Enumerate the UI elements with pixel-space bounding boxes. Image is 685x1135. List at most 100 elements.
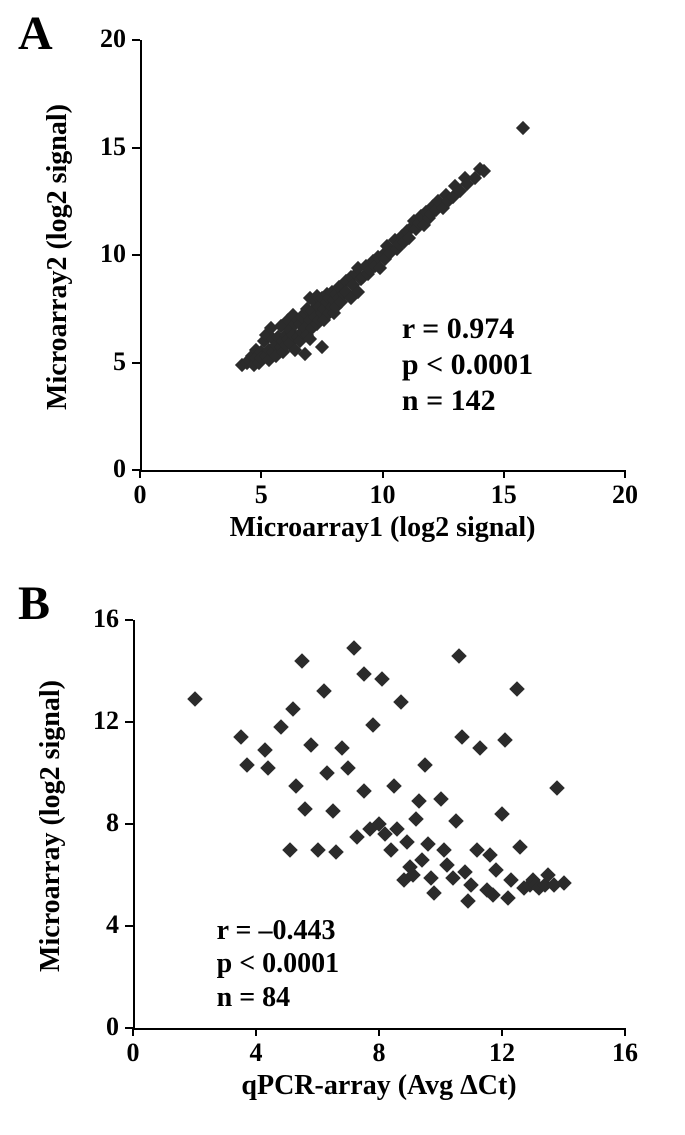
y-axis <box>140 40 142 472</box>
data-point <box>297 801 313 817</box>
data-point <box>233 730 249 746</box>
y-tick-label: 8 <box>69 808 119 838</box>
stats-line: r = –0.443 <box>217 914 340 948</box>
x-tick <box>501 1028 503 1036</box>
y-tick <box>132 254 140 256</box>
x-axis-title: qPCR-array (Avg ΔCt) <box>133 1070 625 1102</box>
data-point <box>340 760 356 776</box>
data-point <box>356 666 372 682</box>
data-point <box>328 844 344 860</box>
data-point <box>451 648 467 664</box>
data-point <box>510 681 526 697</box>
x-tick <box>139 470 141 478</box>
stats-block: r = 0.974p < 0.0001n = 142 <box>402 311 533 419</box>
x-tick <box>378 1028 380 1036</box>
x-tick-label: 8 <box>359 1038 399 1068</box>
data-point <box>347 640 363 656</box>
data-point <box>315 340 329 354</box>
y-tick <box>125 721 133 723</box>
data-point <box>448 814 464 830</box>
data-point <box>420 837 436 853</box>
y-tick-label: 10 <box>76 239 126 269</box>
data-point <box>500 890 516 906</box>
data-point <box>288 778 304 794</box>
stats-block: r = –0.443p < 0.0001n = 84 <box>217 914 340 1015</box>
data-point <box>374 671 390 687</box>
x-tick-label: 10 <box>363 480 403 510</box>
y-axis <box>133 620 135 1030</box>
stats-line: n = 84 <box>217 981 340 1015</box>
y-tick <box>132 39 140 41</box>
x-tick-label: 5 <box>241 480 281 510</box>
data-point <box>488 862 504 878</box>
x-tick <box>260 470 262 478</box>
data-point <box>316 684 332 700</box>
data-point <box>454 730 470 746</box>
x-tick-label: 0 <box>120 480 160 510</box>
y-axis-title: Microarray (log2 signal) <box>35 622 67 1030</box>
y-tick <box>125 1027 133 1029</box>
data-point <box>365 717 381 733</box>
x-tick-label: 20 <box>605 480 645 510</box>
x-tick-label: 16 <box>605 1038 645 1068</box>
data-point <box>408 811 424 827</box>
x-tick-label: 15 <box>484 480 524 510</box>
plot-area-b: 04812160481216qPCR-array (Avg ΔCt)Microa… <box>133 620 625 1028</box>
stats-line: r = 0.974 <box>402 311 533 347</box>
x-axis-title: Microarray1 (log2 signal) <box>140 512 625 544</box>
y-tick <box>132 469 140 471</box>
data-point <box>423 870 439 886</box>
x-tick-label: 0 <box>113 1038 153 1068</box>
data-point <box>257 742 273 758</box>
y-tick <box>132 147 140 149</box>
data-point <box>187 691 203 707</box>
y-tick <box>125 823 133 825</box>
data-point <box>417 758 433 774</box>
data-point <box>319 765 335 781</box>
x-tick <box>132 1028 134 1036</box>
y-tick <box>125 619 133 621</box>
y-tick-label: 20 <box>76 24 126 54</box>
data-point <box>503 872 519 888</box>
data-point <box>433 791 449 807</box>
data-point <box>273 719 289 735</box>
data-point <box>494 806 510 822</box>
data-point <box>304 737 320 753</box>
stats-line: p < 0.0001 <box>402 347 533 383</box>
y-tick-label: 0 <box>76 454 126 484</box>
data-point <box>261 760 277 776</box>
y-tick <box>125 925 133 927</box>
data-point <box>285 701 301 717</box>
stats-line: n = 142 <box>402 383 533 419</box>
y-tick-label: 12 <box>69 706 119 736</box>
y-tick <box>132 362 140 364</box>
x-tick-label: 4 <box>236 1038 276 1068</box>
data-point <box>294 653 310 669</box>
x-tick <box>624 1028 626 1036</box>
data-point <box>516 121 530 135</box>
data-point <box>463 877 479 893</box>
data-point <box>239 758 255 774</box>
plot-area-a: 0510152005101520Microarray1 (log2 signal… <box>140 40 625 470</box>
y-tick-label: 0 <box>69 1012 119 1042</box>
x-tick <box>503 470 505 478</box>
y-tick-label: 5 <box>76 347 126 377</box>
data-point <box>399 834 415 850</box>
x-tick <box>382 470 384 478</box>
data-point <box>310 842 326 858</box>
data-point <box>550 781 566 797</box>
data-point <box>460 893 476 909</box>
y-tick-label: 16 <box>69 604 119 634</box>
data-point <box>334 740 350 756</box>
data-point <box>497 732 513 748</box>
data-point <box>384 842 400 858</box>
stats-line: p < 0.0001 <box>217 947 340 981</box>
data-point <box>513 839 529 855</box>
data-point <box>350 829 366 845</box>
data-point <box>325 803 341 819</box>
data-point <box>411 793 427 809</box>
data-point <box>282 842 298 858</box>
data-point <box>387 778 403 794</box>
y-tick-label: 4 <box>69 910 119 940</box>
data-point <box>473 740 489 756</box>
